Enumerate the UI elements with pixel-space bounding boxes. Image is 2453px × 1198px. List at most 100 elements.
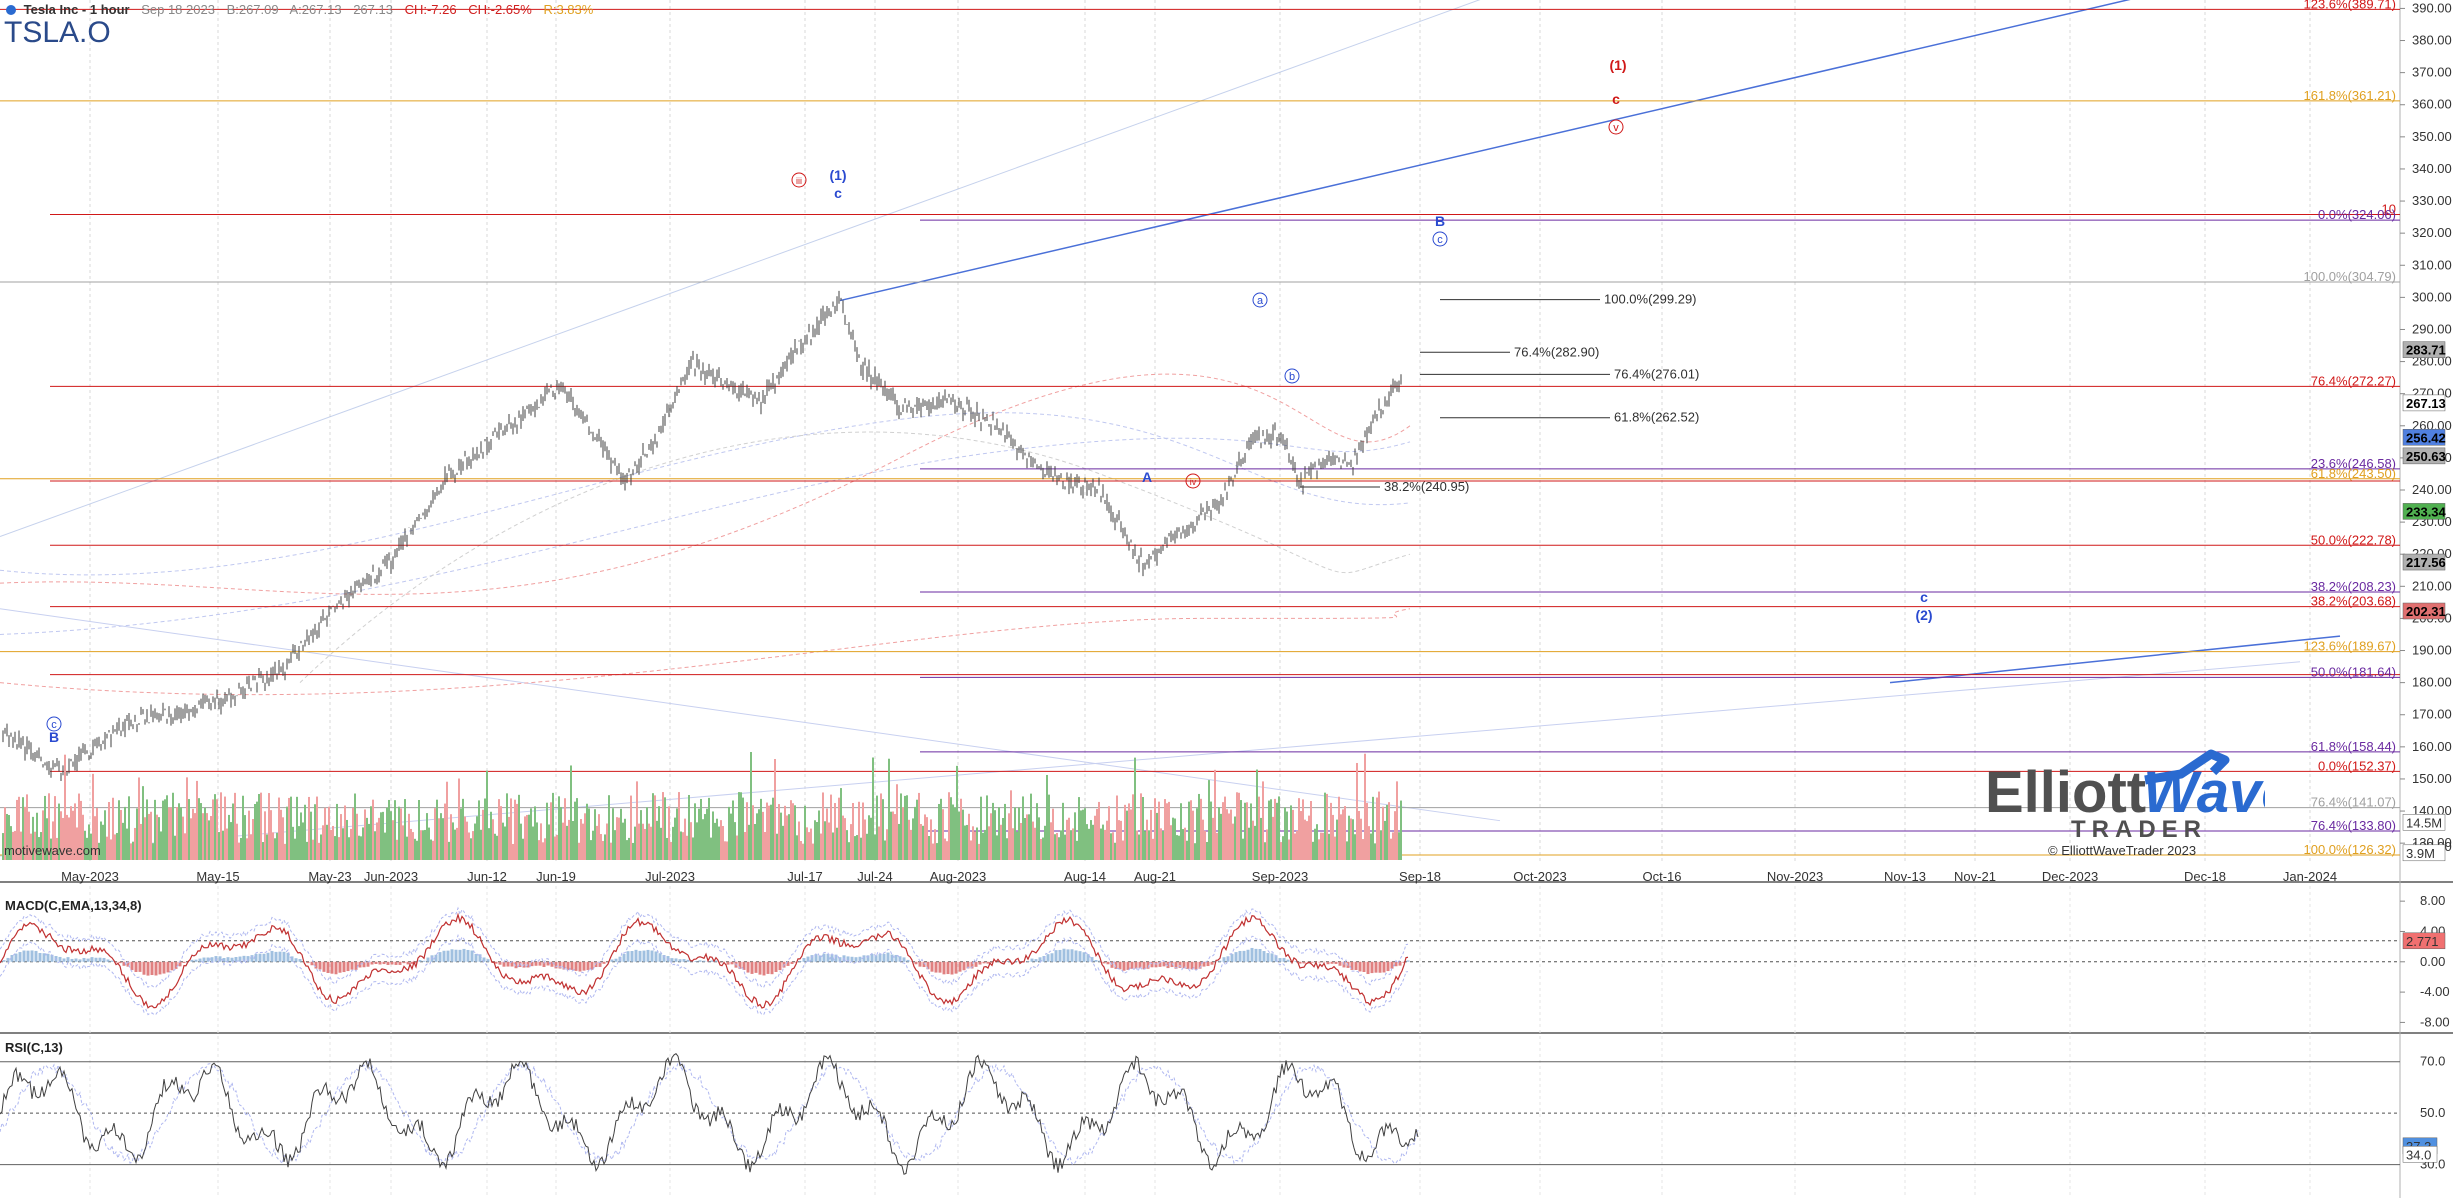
fib-level-label: 23.6%(246.58) xyxy=(2311,456,2396,471)
price-tag-text: 202.31 xyxy=(2406,604,2446,619)
header-last: 267.13 xyxy=(353,2,393,17)
price-tag-text: 267.13 xyxy=(2406,396,2446,411)
date-tick-label: Jun-12 xyxy=(467,869,507,884)
macd-tick-label: 8.00 xyxy=(2420,893,2445,908)
wave-label-circle xyxy=(791,172,807,188)
macd-band-lower xyxy=(0,933,1409,1016)
fib-level-label: 0.0%(324.06) xyxy=(2318,207,2396,222)
price-tag-box xyxy=(2402,602,2446,620)
price-tag: 202.31 xyxy=(2402,602,2446,620)
volume-tag-box xyxy=(2402,814,2446,831)
wave-label-circle xyxy=(1432,231,1448,247)
wave-label-circle xyxy=(1185,473,1201,489)
wave-label-circle xyxy=(1608,119,1624,135)
price-tag-box xyxy=(2402,394,2446,412)
header-ask: A:267.13 xyxy=(289,2,342,17)
blue-dot-icon xyxy=(6,5,16,15)
date-tick-label: Dec-18 xyxy=(2184,869,2226,884)
rsi-tag-text: 34.0 xyxy=(2406,1147,2431,1162)
price-tick-label: 370.00 xyxy=(2412,65,2452,80)
price-tick-label: 160.00 xyxy=(2412,739,2452,754)
wave-label-circle xyxy=(46,716,62,732)
wave-label: c xyxy=(1612,91,1620,107)
chart-header: Tesla Inc - 1 hour Sep 18 2023 B:267.09 … xyxy=(6,2,601,20)
price-tick-label: 180.00 xyxy=(2412,675,2452,690)
price-tick-label: 320.00 xyxy=(2412,225,2452,240)
macd-tag-text: 2.771 xyxy=(2406,934,2439,949)
price-tick-label: 210.00 xyxy=(2412,578,2452,593)
price-tag-text: 283.71 xyxy=(2406,343,2446,358)
macd-line xyxy=(0,912,1409,1009)
fib-level-label: 38.2%(208.23) xyxy=(2311,579,2396,594)
fib-level-label: 10 xyxy=(2382,202,2396,217)
price-tick-label: 190.00 xyxy=(2412,643,2452,658)
price-tag-box xyxy=(2402,447,2446,465)
moving-average-line xyxy=(0,373,1411,595)
fib-level-label: 50.0%(181.64) xyxy=(2311,664,2396,679)
volume-tag-text: 3.9M xyxy=(2406,846,2435,861)
wave-label: (1) xyxy=(829,167,846,183)
price-tick-label: 170.00 xyxy=(2412,707,2452,722)
fib-level-label: 61.8%(243.50) xyxy=(2311,466,2396,481)
macd-title: MACD(C,EMA,13,34,8) xyxy=(5,898,142,913)
wave-label: iii xyxy=(796,176,802,186)
date-tick-label: Aug-21 xyxy=(1134,869,1176,884)
trendline-channel xyxy=(839,0,2131,302)
wave-label-circle xyxy=(1284,368,1300,384)
date-tick-label: Jul-2023 xyxy=(645,869,695,884)
moving-average-line xyxy=(299,431,1411,683)
symbol-label: TSLA.O xyxy=(4,16,111,49)
price-tag-text: 233.34 xyxy=(2406,504,2447,519)
price-tag: 217.56 xyxy=(2402,553,2446,571)
wave-label: iv xyxy=(1190,477,1197,487)
fib-level-label: 76.4%(141.07) xyxy=(2311,795,2396,810)
date-tick-label: Nov-21 xyxy=(1954,869,1996,884)
date-tick-label: Jun-2023 xyxy=(364,869,418,884)
fib-level-label: 100.0%(304.79) xyxy=(2303,269,2396,284)
macd-band-upper xyxy=(0,906,1409,989)
wave-label: c xyxy=(834,185,842,201)
fib-level-label: 50.0%(222.78) xyxy=(2311,532,2396,547)
rsi-title: RSI(C,13) xyxy=(5,1040,63,1055)
moving-average-line xyxy=(0,437,1411,635)
wave-label: a xyxy=(1257,295,1264,307)
date-tick-label: Jul-24 xyxy=(857,869,892,884)
svg-text:TRADER: TRADER xyxy=(2071,816,2207,843)
fib-level-label: 0.0%(152.37) xyxy=(2318,758,2396,773)
fib-level-label: 123.6%(189.67) xyxy=(2303,639,2396,654)
svg-text:Elliott: Elliott xyxy=(1985,760,2146,825)
wave-label: c xyxy=(1437,234,1443,246)
date-tick-label: Dec-2023 xyxy=(2042,869,2098,884)
price-tag-box xyxy=(2402,553,2446,571)
price-tag: 267.13 xyxy=(2402,394,2446,412)
price-tag-box xyxy=(2402,341,2446,358)
price-tag: 256.42 xyxy=(2402,429,2446,446)
fib-level-label: 123.6%(389.71) xyxy=(2303,0,2396,11)
projection-label: 76.4%(276.01) xyxy=(1614,366,1699,381)
header-date: Sep 18 2023 xyxy=(141,2,215,17)
price-tag: 283.71 xyxy=(2402,341,2446,358)
price-tag-text: 250.63 xyxy=(2406,449,2446,464)
fib-level-label: 76.4%(272.27) xyxy=(2311,373,2396,388)
price-tag: 233.34 xyxy=(2402,503,2447,520)
price-tick-label: 390.00 xyxy=(2412,0,2452,15)
price-tick-label: 150.00 xyxy=(2412,771,2452,786)
date-tick-label: Nov-13 xyxy=(1884,869,1926,884)
wave-label: c xyxy=(51,719,57,731)
date-tick-label: Oct-2023 xyxy=(1513,869,1566,884)
price-tag-text: 217.56 xyxy=(2406,555,2446,570)
date-tick-label: Sep-18 xyxy=(1399,869,1441,884)
price-tick-label: 340.00 xyxy=(2412,161,2452,176)
date-tick-label: Oct-16 xyxy=(1642,869,1681,884)
date-tick-label: Jun-19 xyxy=(536,869,576,884)
projection-label: 61.8%(262.52) xyxy=(1614,410,1699,425)
header-bid: B:267.09 xyxy=(226,2,279,17)
wave-label: B xyxy=(1435,213,1445,229)
fib-level-label: 76.4%(133.80) xyxy=(2311,818,2396,833)
price-tick-label: 300.00 xyxy=(2412,289,2452,304)
price-tag-text: 256.42 xyxy=(2406,430,2446,445)
date-tick-label: May-23 xyxy=(308,869,351,884)
projection-label: 76.4%(282.90) xyxy=(1514,344,1599,359)
wave-label: c xyxy=(1920,589,1928,605)
